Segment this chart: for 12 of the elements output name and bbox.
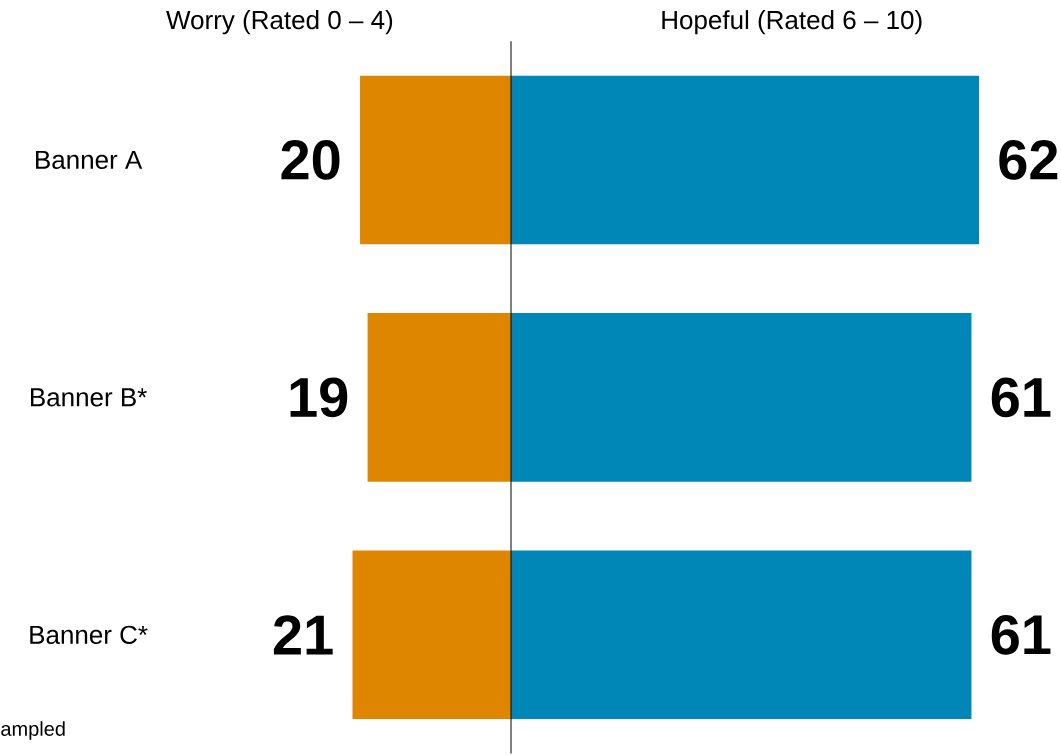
data-label: 62	[999, 140, 1058, 180]
chart-title: Hopeful (Rated 6 – 10)	[662, 10, 922, 35]
y-tick-label: Banner B*	[30, 388, 147, 407]
chart-title: Worry (Rated 0 – 4)	[166, 10, 393, 35]
data-label: 61	[991, 377, 1051, 418]
data-label: 21	[273, 615, 333, 655]
data-label: 61	[991, 615, 1051, 655]
data-label: 20	[281, 140, 340, 180]
text: ampled	[1, 721, 65, 740]
data-label: 19	[290, 377, 348, 418]
y-tick-label: Banner C*	[30, 625, 148, 645]
y-tick-label: Banner A	[36, 150, 143, 170]
